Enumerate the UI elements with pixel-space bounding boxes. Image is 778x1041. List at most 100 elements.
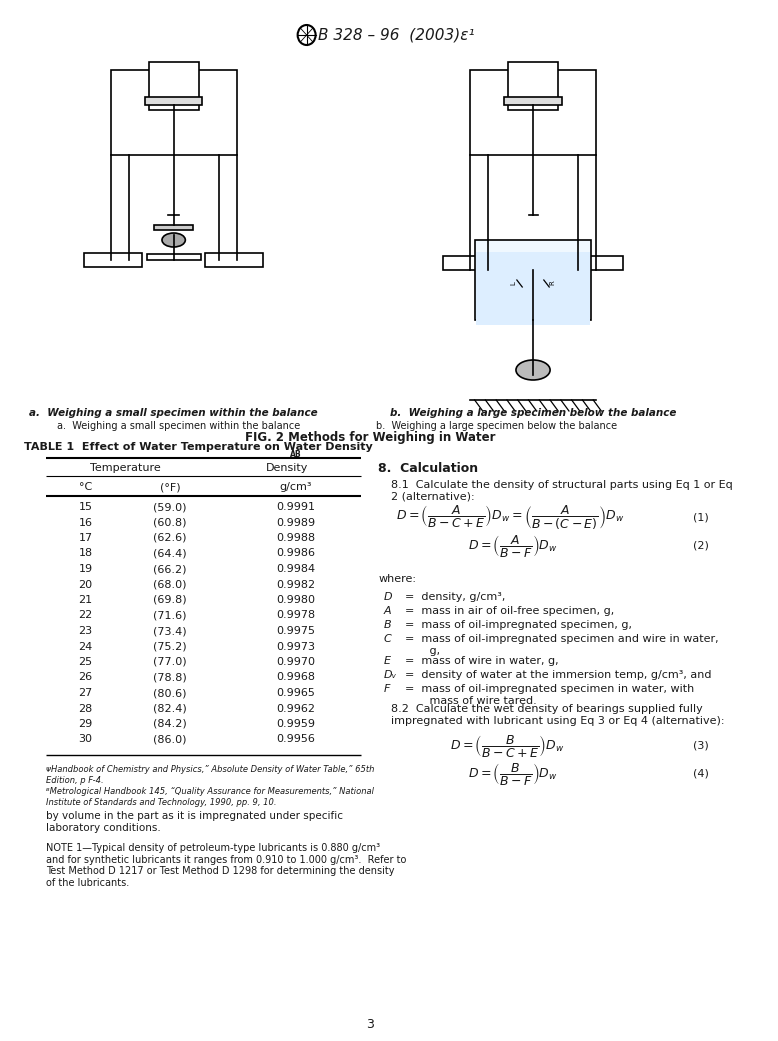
Text: $D = \left(\dfrac{B}{B-F}\right)D_w$: $D = \left(\dfrac{B}{B-F}\right)D_w$ <box>468 761 558 787</box>
Ellipse shape <box>162 233 185 247</box>
Bar <box>205 253 264 266</box>
Text: AB: AB <box>289 450 301 459</box>
Bar <box>565 256 623 270</box>
Text: 0.9962: 0.9962 <box>276 704 315 713</box>
Bar <box>508 62 558 110</box>
Text: (66.2): (66.2) <box>153 564 187 574</box>
Text: b.  Weighing a large specimen below the balance: b. Weighing a large specimen below the b… <box>390 408 676 418</box>
Text: (75.2): (75.2) <box>153 641 187 652</box>
Text: 8.  Calculation: 8. Calculation <box>379 462 478 475</box>
Text: (°F): (°F) <box>159 482 180 492</box>
Text: A: A <box>384 606 391 616</box>
Text: =  mass in air of oil-free specimen, g,: = mass in air of oil-free specimen, g, <box>405 606 615 616</box>
Text: 0.9959: 0.9959 <box>276 719 315 729</box>
Bar <box>154 225 194 230</box>
Text: 27: 27 <box>79 688 93 699</box>
Text: 8.2  Calculate the wet density of bearings supplied fully
impregnated with lubri: 8.2 Calculate the wet density of bearing… <box>391 704 724 726</box>
Text: 8.1  Calculate the density of structural parts using Eq 1 or Eq
2 (alternative):: 8.1 Calculate the density of structural … <box>391 480 733 502</box>
Text: 0.9991: 0.9991 <box>276 502 315 512</box>
Text: 0.9988: 0.9988 <box>276 533 315 543</box>
Text: ᴪHandbook of Chemistry and Physics,” Absolute Density of Water Table,” 65th
Edit: ᴪHandbook of Chemistry and Physics,” Abs… <box>46 765 374 785</box>
Text: 0.9984: 0.9984 <box>276 564 315 574</box>
Bar <box>110 70 237 155</box>
Text: (80.6): (80.6) <box>153 688 187 699</box>
Text: 22: 22 <box>79 610 93 620</box>
Text: 30: 30 <box>79 735 93 744</box>
Text: (78.8): (78.8) <box>153 672 187 683</box>
Text: (1): (1) <box>693 512 709 522</box>
Bar <box>475 240 591 320</box>
Text: (4): (4) <box>693 769 709 779</box>
Text: 0.9968: 0.9968 <box>276 672 315 683</box>
Text: =  density, g/cm³,: = density, g/cm³, <box>405 592 506 602</box>
Text: 20: 20 <box>79 580 93 589</box>
Text: =  mass of oil-impregnated specimen in water, with
       mass of wire tared.: = mass of oil-impregnated specimen in wa… <box>405 684 695 706</box>
Text: ᴮMetrological Handbook 145, “Quality Assurance for Measurements,” National
Insti: ᴮMetrological Handbook 145, “Quality Ass… <box>46 787 374 807</box>
Text: (84.2): (84.2) <box>153 719 187 729</box>
Text: (86.0): (86.0) <box>153 735 187 744</box>
Text: where:: where: <box>379 574 416 584</box>
Text: (59.0): (59.0) <box>153 502 187 512</box>
Text: D: D <box>384 592 393 602</box>
Text: 28: 28 <box>79 704 93 713</box>
Text: (62.6): (62.6) <box>153 533 187 543</box>
Text: B 328 – 96  (2003)ε¹: B 328 – 96 (2003)ε¹ <box>318 27 475 43</box>
Text: NOTE 1—Typical density of petroleum-type lubricants is 0.880 g/cm³
and for synth: NOTE 1—Typical density of petroleum-type… <box>46 843 406 888</box>
Bar <box>149 62 199 110</box>
Text: =  mass of wire in water, g,: = mass of wire in water, g, <box>405 656 559 666</box>
Text: 18: 18 <box>79 549 93 559</box>
Text: B: B <box>384 620 391 630</box>
Text: FIG. 2 Methods for Weighing in Water: FIG. 2 Methods for Weighing in Water <box>245 432 496 445</box>
Text: 23: 23 <box>79 626 93 636</box>
Text: a.  Weighing a small specimen within the balance: a. Weighing a small specimen within the … <box>30 408 318 418</box>
Text: (69.8): (69.8) <box>153 595 187 605</box>
Text: Temperature: Temperature <box>89 463 160 473</box>
Text: 25: 25 <box>79 657 93 667</box>
Text: 29: 29 <box>79 719 93 729</box>
Text: R: R <box>550 281 555 285</box>
Text: L: L <box>510 281 517 285</box>
Text: $D = \left(\dfrac{B}{B-C+E}\right)D_w$: $D = \left(\dfrac{B}{B-C+E}\right)D_w$ <box>450 733 565 759</box>
Text: (68.0): (68.0) <box>153 580 187 589</box>
Text: 0.9978: 0.9978 <box>276 610 315 620</box>
Text: 0.9965: 0.9965 <box>276 688 315 699</box>
Text: (60.8): (60.8) <box>153 517 187 528</box>
Text: (77.0): (77.0) <box>153 657 187 667</box>
Bar <box>147 254 201 260</box>
Text: a.  Weighing a small specimen within the balance: a. Weighing a small specimen within the … <box>57 421 300 431</box>
Text: 15: 15 <box>79 502 93 512</box>
Text: 0.9973: 0.9973 <box>276 641 315 652</box>
Text: 0.9956: 0.9956 <box>276 735 315 744</box>
Bar <box>84 253 142 266</box>
Text: $D = \left(\dfrac{A}{B-F}\right)D_w$: $D = \left(\dfrac{A}{B-F}\right)D_w$ <box>468 533 558 559</box>
Bar <box>504 97 562 105</box>
Text: 3: 3 <box>366 1018 374 1032</box>
Text: 0.9982: 0.9982 <box>276 580 315 589</box>
Text: (71.6): (71.6) <box>153 610 187 620</box>
Text: (73.4): (73.4) <box>153 626 187 636</box>
Text: (64.4): (64.4) <box>153 549 187 559</box>
Text: TABLE 1  Effect of Water Temperature on Water Density: TABLE 1 Effect of Water Temperature on W… <box>24 442 373 452</box>
Bar <box>470 70 596 155</box>
Text: 19: 19 <box>79 564 93 574</box>
Text: 0.9986: 0.9986 <box>276 549 315 559</box>
Text: 0.9989: 0.9989 <box>276 517 315 528</box>
Text: (2): (2) <box>693 541 709 551</box>
Text: C: C <box>384 634 391 644</box>
Text: (82.4): (82.4) <box>153 704 187 713</box>
Text: E: E <box>384 656 391 666</box>
Text: 26: 26 <box>79 672 93 683</box>
Text: 0.9970: 0.9970 <box>276 657 315 667</box>
Text: =  mass of oil-impregnated specimen, g,: = mass of oil-impregnated specimen, g, <box>405 620 633 630</box>
Text: 24: 24 <box>79 641 93 652</box>
Text: Density: Density <box>265 463 308 473</box>
Text: =  density of water at the immersion temp, g/cm³, and: = density of water at the immersion temp… <box>405 670 712 680</box>
Text: b.  Weighing a large specimen below the balance: b. Weighing a large specimen below the b… <box>376 421 617 431</box>
Text: °C: °C <box>79 482 93 492</box>
Text: Dᵥ: Dᵥ <box>384 670 397 680</box>
Bar <box>443 256 502 270</box>
Text: 0.9975: 0.9975 <box>276 626 315 636</box>
Text: =  mass of oil-impregnated specimen and wire in water,
       g,: = mass of oil-impregnated specimen and w… <box>405 634 719 656</box>
Text: F: F <box>384 684 391 694</box>
Text: (3): (3) <box>693 741 709 751</box>
